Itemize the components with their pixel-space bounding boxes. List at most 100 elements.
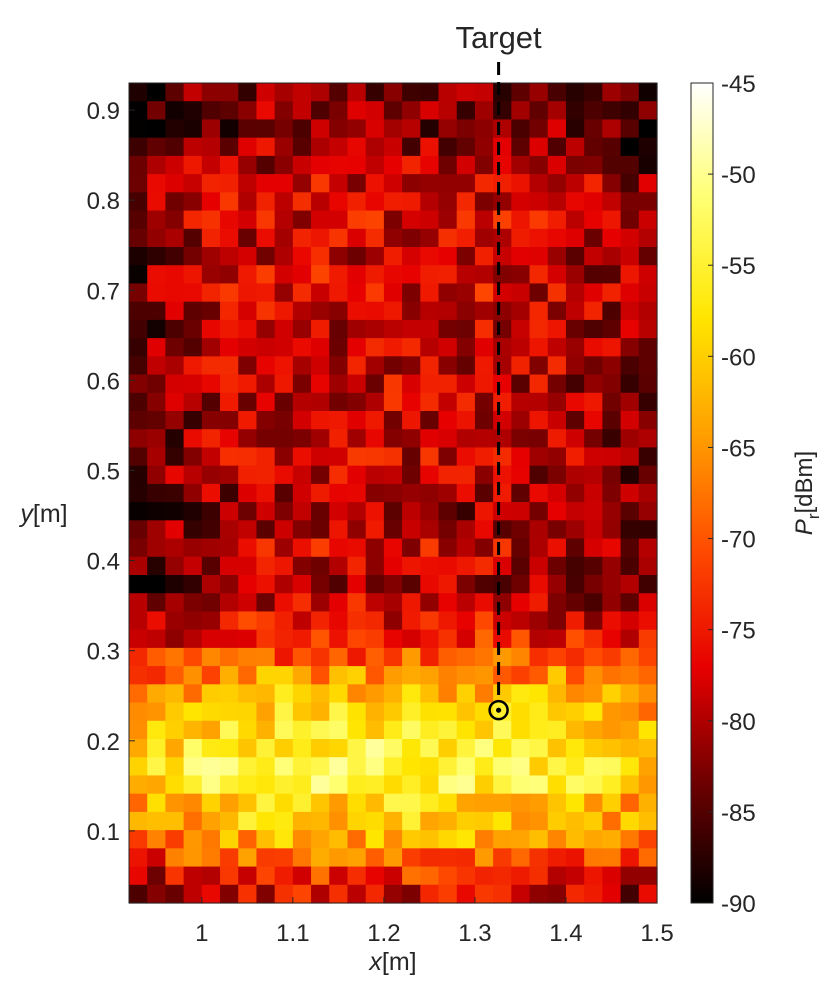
heatmap-cell — [602, 374, 622, 394]
heatmap-cell — [511, 119, 531, 139]
heatmap-cell — [547, 593, 567, 613]
heatmap-cell — [383, 538, 403, 558]
heatmap-cell — [565, 210, 585, 230]
heatmap-cell — [220, 666, 239, 685]
heatmap-cell — [638, 684, 658, 704]
heatmap-cell — [602, 666, 622, 685]
heatmap-cell — [638, 192, 658, 212]
heatmap-cell — [238, 848, 258, 868]
heatmap-cell — [620, 119, 640, 139]
heatmap-cell — [402, 210, 421, 230]
heatmap-cell — [620, 502, 640, 521]
heatmap-cell — [238, 611, 258, 631]
heatmap-cell — [547, 520, 567, 540]
heatmap-cell — [292, 155, 312, 175]
heatmap-cell — [547, 502, 567, 521]
heatmap-cell — [220, 265, 239, 285]
heatmap-cell — [456, 210, 476, 230]
heatmap-cell — [584, 465, 603, 485]
x-axis-var: x — [368, 948, 383, 976]
heatmap-cell — [456, 502, 476, 521]
heatmap-cell — [201, 884, 221, 904]
heatmap-cell — [547, 866, 567, 886]
heatmap-cell — [584, 702, 603, 722]
heatmap-cell — [529, 884, 549, 904]
heatmap-cell — [274, 301, 294, 321]
heatmap-cell — [220, 575, 239, 594]
heatmap-cell — [165, 283, 185, 303]
heatmap-cell — [201, 101, 221, 121]
heatmap-cell — [129, 502, 148, 521]
colorbar — [690, 82, 714, 904]
heatmap-cell — [183, 684, 203, 704]
heatmap-cell — [347, 411, 367, 430]
heatmap-cell — [511, 155, 531, 175]
heatmap-cell — [602, 411, 622, 430]
heatmap-cell — [292, 866, 312, 886]
heatmap-cell — [329, 119, 349, 139]
heatmap-cell — [256, 210, 276, 230]
heatmap-cell — [474, 629, 494, 649]
heatmap-cell — [420, 356, 440, 376]
heatmap-cell — [147, 538, 167, 558]
heatmap-cell — [584, 556, 603, 576]
heatmap-cell — [420, 283, 440, 303]
heatmap-cell — [511, 447, 531, 467]
heatmap-cell — [638, 483, 658, 503]
heatmap-cell — [256, 720, 276, 740]
heatmap-cell — [147, 593, 167, 613]
heatmap-cell — [438, 319, 458, 339]
heatmap-cell — [220, 538, 239, 558]
heatmap-cell — [565, 848, 585, 868]
heatmap-cell — [547, 884, 567, 904]
heatmap-cell — [474, 228, 494, 248]
heatmap-cell — [511, 265, 531, 285]
heatmap-cell — [420, 338, 440, 357]
heatmap-cell — [420, 101, 440, 121]
heatmap-cell — [402, 757, 421, 777]
heatmap-cell — [238, 556, 258, 576]
heatmap-cell — [565, 447, 585, 467]
heatmap-cell — [129, 447, 148, 467]
colorbar-label-sub: r — [804, 513, 823, 519]
heatmap-cell — [420, 775, 440, 795]
heatmap-cell — [201, 392, 221, 412]
heatmap-cell — [274, 502, 294, 521]
heatmap-cell — [620, 265, 640, 285]
heatmap-cell — [365, 283, 385, 303]
heatmap-cell — [201, 775, 221, 795]
heatmap-cell — [311, 101, 330, 121]
heatmap-cell — [638, 629, 658, 649]
heatmap-cell — [493, 192, 512, 212]
heatmap-cell — [347, 502, 367, 521]
heatmap-cell — [365, 483, 385, 503]
heatmap-cell — [165, 119, 185, 139]
heatmap-cell — [256, 465, 276, 485]
heatmap-cell — [456, 174, 476, 193]
heatmap-cell — [329, 811, 349, 831]
heatmap-cell — [220, 356, 239, 376]
heatmap-cell — [165, 739, 185, 758]
heatmap-cell — [547, 739, 567, 758]
heatmap-cell — [383, 739, 403, 758]
heatmap-cell — [547, 265, 567, 285]
heatmap-cell — [183, 411, 203, 430]
heatmap-cell — [638, 575, 658, 594]
heatmap-cell — [129, 739, 148, 758]
heatmap-cell — [238, 811, 258, 831]
heatmap-cell — [438, 811, 458, 831]
heatmap-cell — [292, 301, 312, 321]
heatmap-cell — [420, 830, 440, 849]
heatmap-cell — [165, 811, 185, 831]
heatmap-cell — [456, 739, 476, 758]
heatmap-cell — [511, 319, 531, 339]
heatmap-cell — [383, 119, 403, 139]
heatmap-cell — [584, 483, 603, 503]
heatmap-cell — [511, 739, 531, 758]
y-axis-label: y[m] — [18, 500, 67, 528]
heatmap-cell — [383, 647, 403, 667]
heatmap-cell — [565, 502, 585, 521]
heatmap-cell — [311, 684, 330, 704]
heatmap-cell — [347, 830, 367, 849]
